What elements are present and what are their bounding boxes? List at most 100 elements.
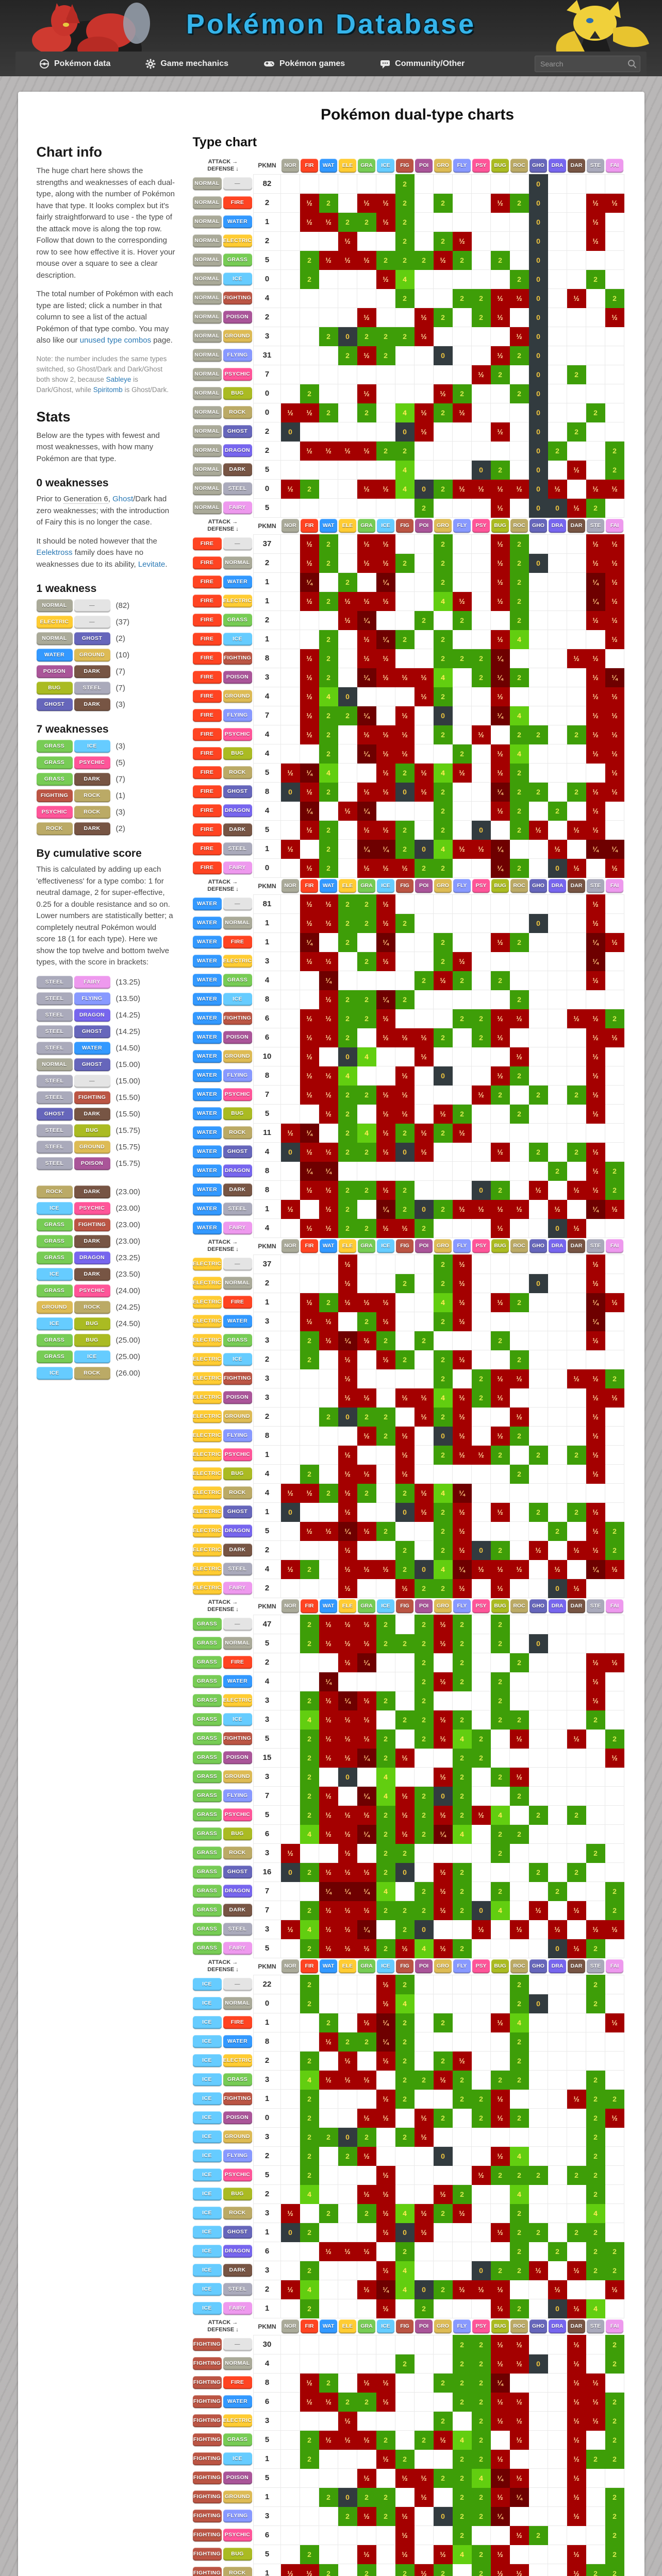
attack-type-header-dragon[interactable]: DRA xyxy=(549,1599,566,1613)
pokemon-count-link[interactable]: 2 xyxy=(253,1652,281,1672)
pokemon-count-link[interactable]: 1 xyxy=(253,1502,281,1522)
nav-pokemon-data[interactable]: Pokémon data xyxy=(39,59,110,69)
type-badge-water[interactable]: WATER xyxy=(192,1050,222,1063)
type-badge-rock[interactable]: ROCK xyxy=(223,1846,252,1859)
text-link[interactable]: Levitate xyxy=(138,560,166,569)
type-badge-psychic[interactable]: PSYCHIC xyxy=(223,1088,252,1101)
pokemon-count-link[interactable]: 2 xyxy=(253,1349,281,1369)
type-badge-rock[interactable]: ROCK xyxy=(74,1366,110,1380)
type-badge-fairy[interactable]: FAIRY xyxy=(74,975,110,989)
type-badge-normal[interactable]: NORMAL xyxy=(223,1637,252,1650)
type-badge-dark[interactable]: DARK xyxy=(223,1544,252,1556)
type-badge-ice[interactable]: ICE xyxy=(36,1366,73,1380)
type-badge-grass[interactable]: GRASS xyxy=(36,1333,73,1347)
type-badge-fire[interactable]: FIRE xyxy=(192,785,222,798)
type-badge-water[interactable]: WATER xyxy=(192,1012,222,1025)
type-badge-rock[interactable]: ROCK xyxy=(223,1126,252,1139)
type-badge-steel[interactable]: STEEL xyxy=(223,1563,252,1575)
attack-type-header-rock[interactable]: ROC xyxy=(510,1959,528,1973)
attack-type-header-grass[interactable]: GRA xyxy=(358,158,375,173)
type-badge-steel[interactable]: STEEL xyxy=(36,1074,73,1088)
type-badge-ice[interactable]: ICE xyxy=(192,2302,222,2315)
pokemon-count-link[interactable]: 22 xyxy=(253,1974,281,1994)
type-badge-electric[interactable]: ELECTRIC xyxy=(192,1524,222,1537)
type-badge-ice[interactable]: ICE xyxy=(192,2283,222,2296)
type-badge-bug[interactable]: BUG xyxy=(223,1467,252,1480)
type-badge-water[interactable]: WATER xyxy=(36,649,73,662)
attack-type-header-ice[interactable]: ICE xyxy=(377,2319,394,2333)
attack-type-header-electric[interactable]: ELE xyxy=(339,1959,356,1973)
pokemon-count-link[interactable]: 3 xyxy=(253,2070,281,2090)
type-badge-steel[interactable]: STEEL xyxy=(74,682,110,694)
type-badge-fighting[interactable]: FIGHTING xyxy=(223,1372,252,1385)
attack-type-header-normal[interactable]: NOR xyxy=(282,879,299,893)
attack-type-header-ground[interactable]: GRO xyxy=(434,1959,452,1973)
type-badge-fire[interactable]: FIRE xyxy=(223,2016,252,2029)
type-badge-dark[interactable]: DARK xyxy=(74,698,110,711)
type-badge-bug[interactable]: BUG xyxy=(74,1124,110,1137)
attack-type-header-flying[interactable]: FLY xyxy=(453,519,471,533)
pokemon-count-link[interactable]: 2 xyxy=(253,440,281,461)
type-badge-steel[interactable]: STEEL xyxy=(223,1202,252,1215)
type-badge-rock[interactable]: ROCK xyxy=(36,822,73,835)
pokemon-count-link[interactable]: 1 xyxy=(253,2012,281,2032)
pokemon-count-link[interactable]: 7 xyxy=(253,1881,281,1901)
pokemon-count-link[interactable]: 4 xyxy=(253,1483,281,1503)
pokemon-count-link[interactable]: 10 xyxy=(253,1046,281,1066)
attack-type-header-ice[interactable]: ICE xyxy=(377,158,394,173)
pokemon-count-link[interactable]: 8 xyxy=(253,2372,281,2393)
pokemon-count-link[interactable]: 8 xyxy=(253,2031,281,2052)
type-badge-electric[interactable]: ELECTRIC xyxy=(223,2414,252,2427)
type-badge-normal[interactable]: NORMAL xyxy=(192,215,222,228)
type-badge-electric[interactable]: ELECTRIC xyxy=(192,1315,222,1328)
text-link[interactable]: unused type combos xyxy=(79,336,152,345)
type-badge-ground[interactable]: GROUND xyxy=(223,1410,252,1423)
pokemon-count-link[interactable]: 8 xyxy=(253,1161,281,1181)
type-badge-water[interactable]: WATER xyxy=(192,897,222,910)
type-badge-normal[interactable]: NORMAL xyxy=(192,501,222,514)
type-badge-rock[interactable]: ROCK xyxy=(74,806,110,819)
type-badge-fire[interactable]: FIRE xyxy=(223,2376,252,2389)
site-logo[interactable]: Pokémon Database xyxy=(186,9,476,40)
type-badge-electric[interactable]: ELECTRIC xyxy=(192,1448,222,1461)
type-badge-normal[interactable]: NORMAL xyxy=(223,556,252,569)
pokemon-count-link[interactable]: 1 xyxy=(253,839,281,859)
type-badge-normal[interactable]: NORMAL xyxy=(192,368,222,381)
type-badge-poison[interactable]: POISON xyxy=(36,665,73,678)
attack-type-header-fire[interactable]: FIR xyxy=(301,1959,318,1973)
type-badge-psychic[interactable]: PSYCHIC xyxy=(36,806,73,819)
type-badge-dragon[interactable]: DRAGON xyxy=(223,2245,252,2258)
pokemon-count-link[interactable]: 4 xyxy=(253,288,281,308)
pokemon-count-link[interactable]: 82 xyxy=(253,174,281,194)
pokemon-count-link[interactable]: 1 xyxy=(253,572,281,592)
type-badge-normal[interactable]: NORMAL xyxy=(192,234,222,247)
attack-type-header-dark[interactable]: DAR xyxy=(568,519,585,533)
type-badge-fighting[interactable]: FIGHTING xyxy=(36,789,73,802)
type-badge-dragon[interactable]: DRAGON xyxy=(74,1251,110,1264)
type-badge-electric[interactable]: ELECTRIC xyxy=(192,1391,222,1404)
type-badge-water[interactable]: WATER xyxy=(223,1315,252,1328)
type-badge-grass[interactable]: GRASS xyxy=(36,740,73,753)
type-badge-grass[interactable]: GRASS xyxy=(36,773,73,786)
pokemon-count-link[interactable]: 5 xyxy=(253,1104,281,1124)
type-badge-psychic[interactable]: PSYCHIC xyxy=(74,1201,110,1215)
type-badge-normal[interactable]: NORMAL xyxy=(192,387,222,400)
pokemon-count-link[interactable]: 47 xyxy=(253,1614,281,1634)
attack-type-header-grass[interactable]: GRA xyxy=(358,1239,375,1253)
attack-type-header-bug[interactable]: BUG xyxy=(491,1599,509,1613)
type-badge-grass[interactable]: GRASS xyxy=(192,1675,222,1688)
type-badge-electric[interactable]: ELECTRIC xyxy=(36,616,73,629)
attack-type-header-fairy[interactable]: FAI xyxy=(606,879,623,893)
attack-type-header-flying[interactable]: FLY xyxy=(453,158,471,173)
type-badge-grass[interactable]: GRASS xyxy=(192,1942,222,1955)
attack-type-header-fighting[interactable]: FIG xyxy=(396,1959,413,1973)
pokemon-count-link[interactable]: 1 xyxy=(253,2298,281,2318)
type-badge-electric[interactable]: ELECTRIC xyxy=(192,1296,222,1309)
attack-type-header-bug[interactable]: BUG xyxy=(491,519,509,533)
pokemon-count-link[interactable]: 7 xyxy=(253,1786,281,1806)
type-badge-grass[interactable]: GRASS xyxy=(223,2433,252,2446)
type-badge-grass[interactable]: GRASS xyxy=(192,1751,222,1764)
attack-type-header-fighting[interactable]: FIG xyxy=(396,158,413,173)
pokemon-count-link[interactable]: 3 xyxy=(253,326,281,346)
type-badge-fairy[interactable]: FAIRY xyxy=(223,2302,252,2315)
